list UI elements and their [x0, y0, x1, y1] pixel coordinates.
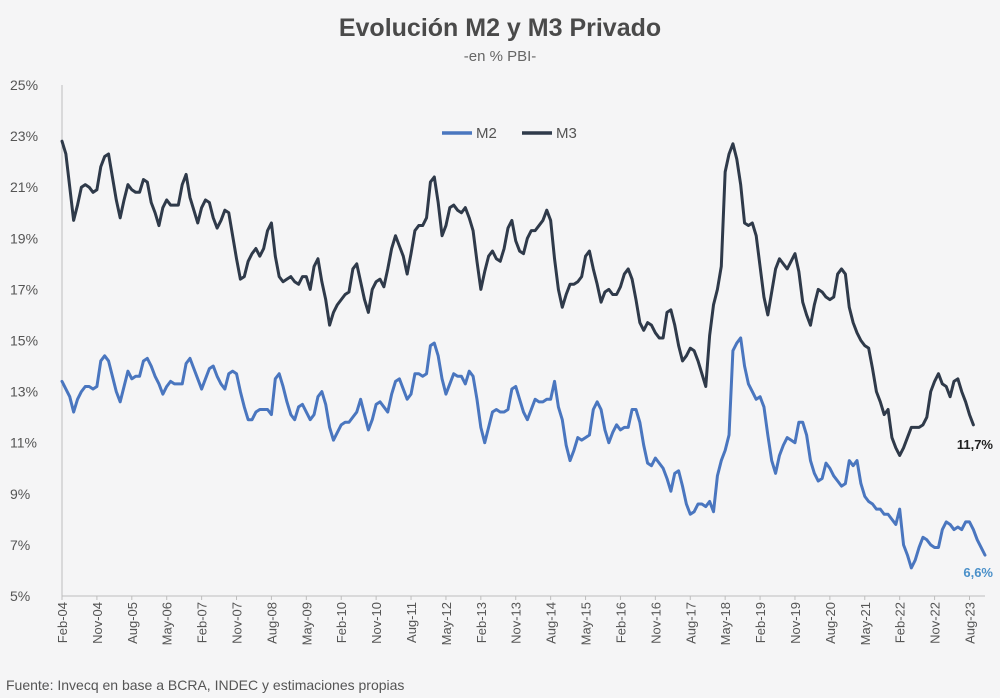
chart-title: Evolución M2 y M3 Privado [338, 14, 662, 42]
x-tick-label: May-15 [579, 602, 594, 645]
end-label-m3: 11,7% [957, 437, 994, 452]
y-tick-label: 17% [10, 281, 38, 297]
x-tick-label: Feb-22 [893, 602, 908, 643]
y-tick-label: 25% [10, 77, 38, 93]
end-labels: 6,6% 11,7% [957, 437, 994, 580]
x-tick-label: May-06 [160, 602, 175, 645]
y-tick-label: 15% [10, 333, 38, 349]
series-line-m2 [60, 336, 987, 570]
x-tick-label: Nov-19 [788, 602, 803, 644]
series-line-m3 [60, 139, 975, 457]
x-tick-label: Aug-23 [962, 602, 977, 644]
x-tick-label: May-24 [997, 602, 1000, 645]
x-tick-label: Feb-07 [195, 602, 210, 643]
x-tick-label: Feb-16 [613, 602, 628, 643]
x-tick-label: Nov-04 [90, 602, 105, 644]
x-tick-label: May-12 [439, 602, 454, 645]
x-tick-label: May-21 [858, 602, 873, 645]
x-tick-label: Aug-11 [404, 602, 419, 643]
y-tick-label: 13% [10, 384, 38, 400]
x-tick-label: Feb-04 [55, 602, 70, 643]
x-tick-label: Nov-10 [369, 602, 384, 644]
x-tick-label: Aug-14 [544, 602, 559, 644]
y-tick-label: 11% [10, 435, 37, 451]
x-tick-label: Nov-07 [230, 602, 245, 644]
x-tick-label: Feb-19 [753, 602, 768, 643]
x-tick-label: Nov-22 [928, 602, 943, 644]
x-axis: Feb-04 Nov-04 Aug-05 May-06 Feb-07 Nov-07 Aug-… [55, 595, 1000, 645]
x-tick-label: Aug-05 [125, 602, 140, 644]
legend-label-m3: M3 [556, 125, 577, 142]
y-tick-label: 9% [10, 486, 30, 502]
y-axis: 5% 7% 9% 11% 13% 15% 17% 19% 21% 23% 25% [10, 77, 63, 604]
y-tick-label: 19% [10, 230, 38, 246]
y-tick-label: 7% [10, 537, 30, 553]
x-tick-label: Feb-13 [474, 602, 489, 643]
chart-subtitle: -en % PBI- [463, 48, 537, 65]
source-note: Fuente: Invecq en base a BCRA, INDEC y e… [6, 677, 405, 693]
x-tick-label: Aug-20 [823, 602, 838, 644]
end-label-m2: 6,6% [963, 565, 993, 580]
x-tick-label: Nov-16 [648, 602, 663, 644]
x-tick-label: May-18 [718, 602, 733, 645]
legend: M2 M3 [442, 125, 577, 142]
x-tick-label: Aug-08 [264, 602, 279, 644]
x-tick-label: Feb-10 [334, 602, 349, 643]
x-tick-label: May-09 [299, 602, 314, 645]
y-tick-label: 21% [10, 179, 38, 195]
legend-label-m2: M2 [476, 125, 497, 142]
x-tick-label: Aug-17 [683, 602, 698, 644]
series-layer [60, 139, 987, 570]
y-tick-label: 5% [10, 588, 30, 604]
x-tick-label: Nov-13 [509, 602, 524, 644]
y-tick-label: 23% [10, 128, 38, 144]
